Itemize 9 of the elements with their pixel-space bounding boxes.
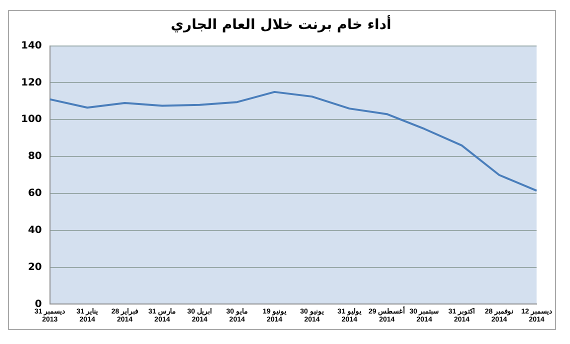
y-tick-label: 60 [28,188,42,200]
y-tick-label: 80 [28,151,42,162]
y-tick-label: 20 [28,262,42,273]
y-tick-label: 40 [28,224,42,236]
y-tick-label: 120 [21,77,42,88]
y-tick-label: 140 [21,40,42,52]
y-tick-label: 0 [34,298,42,310]
chart-title: أداء خام برنت خلال العام الجاري [170,15,392,34]
y-tick-label: 100 [21,114,42,126]
